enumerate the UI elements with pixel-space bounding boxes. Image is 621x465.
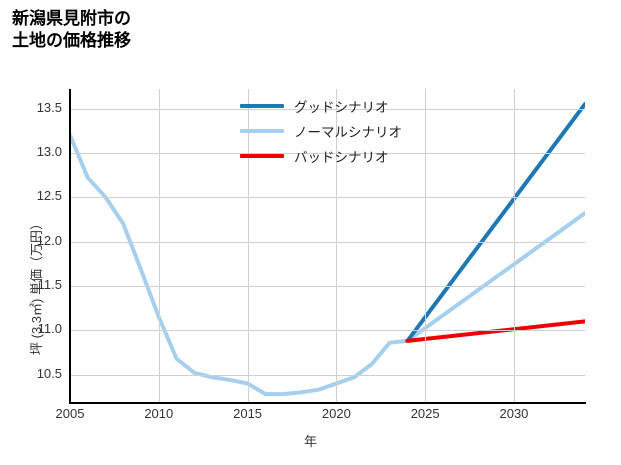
x-tick-label: 2005 — [55, 406, 85, 421]
series-lines — [70, 102, 585, 397]
x-axis-line — [69, 402, 586, 404]
gridline-horizontal — [70, 109, 585, 110]
y-tick-label: 13.5 — [36, 99, 62, 115]
gridline-vertical — [248, 89, 249, 403]
y-tick-label: 13.0 — [36, 143, 62, 159]
line-normal-scenario — [70, 133, 585, 397]
y-tick-label: 10.5 — [36, 365, 62, 381]
x-tick-label: 2025 — [410, 406, 440, 421]
title-line-1: 新潟県見附市の — [12, 9, 131, 28]
legend-label-normal: ノーマルシナリオ — [294, 124, 402, 140]
chart-legend: グッドシナリオ ノーマルシナリオ バッドシナリオ — [240, 93, 470, 168]
y-tick-label: 12.0 — [36, 232, 62, 248]
y-axis-line — [69, 89, 71, 404]
legend-swatch-bad — [240, 153, 284, 158]
legend-swatch-normal — [240, 128, 284, 133]
y-tick-label: 11.0 — [37, 321, 62, 337]
legend-item-normal: ノーマルシナリオ — [240, 118, 470, 143]
x-tick-label: 2010 — [144, 406, 174, 421]
x-tick-label: 2030 — [499, 406, 529, 421]
legend-item-good: グッドシナリオ — [240, 93, 470, 118]
y-tick-label: 12.5 — [36, 188, 62, 204]
title-line-2: 土地の価格推移 — [12, 30, 131, 50]
gridline-horizontal — [70, 197, 585, 198]
x-tick-label: 2015 — [233, 406, 263, 421]
legend-item-bad: バッドシナリオ — [240, 143, 470, 168]
gridline-vertical — [336, 89, 337, 403]
legend-swatch-good — [240, 103, 284, 108]
gridline-horizontal — [70, 330, 585, 331]
gridline-vertical — [425, 89, 426, 403]
gridline-vertical — [514, 89, 515, 403]
page-title: 新潟県見附市の 土地の価格推移 — [12, 8, 131, 52]
y-tick-label: 11.5 — [37, 276, 62, 292]
legend-label-good: グッドシナリオ — [294, 99, 389, 115]
gridline-horizontal — [70, 242, 585, 243]
line-good-scenario — [405, 102, 585, 343]
line-bad-scenario — [405, 319, 585, 343]
plot-area — [70, 89, 585, 403]
x-axis-label: 年 — [303, 434, 317, 449]
gridline-vertical — [159, 89, 160, 403]
x-tick-label: 2020 — [321, 406, 351, 421]
legend-label-bad: バッドシナリオ — [294, 149, 389, 165]
gridline-horizontal — [70, 286, 585, 287]
gridline-horizontal — [70, 153, 585, 154]
gridline-horizontal — [70, 375, 585, 376]
